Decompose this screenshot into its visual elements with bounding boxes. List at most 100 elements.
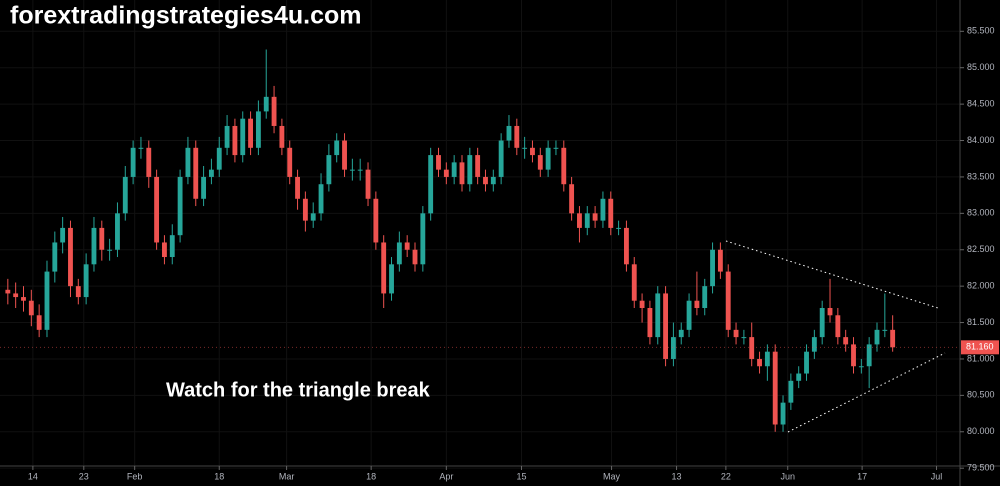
x-tick-label: 15 xyxy=(516,471,526,481)
candle-body xyxy=(381,242,387,294)
candle-body xyxy=(537,155,543,170)
x-tick-label: Feb xyxy=(127,471,143,481)
candle-body xyxy=(749,337,755,359)
candle-body xyxy=(710,249,715,287)
candle-body xyxy=(36,315,42,330)
candle-body xyxy=(302,198,308,221)
candle-body xyxy=(843,337,849,345)
candle-body xyxy=(295,176,300,199)
candle-body xyxy=(545,147,551,170)
candle-body xyxy=(835,315,841,338)
candle-body xyxy=(115,213,120,250)
candle-body xyxy=(107,249,113,251)
candle-body xyxy=(310,213,316,221)
candle-body xyxy=(467,155,473,185)
x-tick-label: Jul xyxy=(931,471,943,481)
y-tick-label: 82.000 xyxy=(967,281,995,291)
candle-body xyxy=(208,169,214,177)
candle-body xyxy=(193,147,199,199)
candle-body xyxy=(404,242,410,250)
y-tick-label: 80.500 xyxy=(967,390,995,400)
candle-body xyxy=(694,300,700,308)
last-price-box xyxy=(961,340,999,355)
candle-body xyxy=(28,300,34,316)
candle-body xyxy=(475,155,481,177)
x-tick-label: 22 xyxy=(721,471,731,481)
candle-body xyxy=(451,162,457,177)
candle-body xyxy=(201,176,207,199)
y-tick-label: 79.500 xyxy=(967,463,995,473)
candle-body xyxy=(162,242,167,258)
candle-body xyxy=(780,402,786,425)
candle-body xyxy=(757,358,762,367)
candle-body xyxy=(21,297,26,301)
candle-body xyxy=(224,125,230,148)
candle-body xyxy=(318,184,324,214)
candle-body xyxy=(428,155,434,214)
y-tick-label: 81.500 xyxy=(967,317,995,327)
x-tick-label: 18 xyxy=(214,471,224,481)
x-tick-label: 23 xyxy=(79,471,89,481)
y-tick-label: 85.500 xyxy=(967,26,995,36)
candle-body xyxy=(655,293,661,338)
candle-body xyxy=(584,213,590,228)
candle-body xyxy=(5,289,11,294)
candle-body xyxy=(647,307,653,338)
candle-body xyxy=(349,169,355,171)
candle-body xyxy=(553,147,559,149)
candle-body xyxy=(75,286,81,298)
candle-body xyxy=(514,125,520,148)
candle-body xyxy=(373,198,379,243)
candle-body xyxy=(819,307,825,338)
candle-body xyxy=(342,140,347,170)
candle-body xyxy=(608,198,614,228)
x-tick-label: 13 xyxy=(672,471,682,481)
plot xyxy=(0,0,960,469)
candle-body xyxy=(326,155,332,185)
candle-body xyxy=(216,147,222,170)
watermark: forextradingstrategies4u.com xyxy=(10,2,362,30)
candle-body xyxy=(130,147,136,177)
candle-body xyxy=(122,176,128,214)
y-tick-label: 85.000 xyxy=(967,62,995,72)
candle-body xyxy=(686,300,692,330)
candle-body xyxy=(443,169,449,177)
x-tick-label: 14 xyxy=(28,471,38,481)
candle-body xyxy=(138,147,144,149)
candle-body xyxy=(717,249,723,272)
candle-body xyxy=(169,235,175,258)
candle-body xyxy=(741,337,747,339)
x-tick-label: 18 xyxy=(366,471,376,481)
y-tick-label: 84.000 xyxy=(967,135,995,145)
candle-body xyxy=(733,329,739,338)
candle-body xyxy=(44,271,50,330)
last-price-label: 81.160 xyxy=(966,342,994,352)
candle-body xyxy=(764,351,770,367)
candle-body xyxy=(866,344,872,367)
candle-body xyxy=(357,169,363,171)
candle-body xyxy=(396,242,402,265)
candle-body xyxy=(154,176,160,243)
candle-body xyxy=(255,111,261,148)
candle-body xyxy=(631,264,637,301)
candle-body xyxy=(804,351,809,374)
candle-body xyxy=(263,96,269,112)
candle-body xyxy=(811,337,817,352)
candle-body xyxy=(874,329,880,345)
y-tick-label: 84.500 xyxy=(967,98,995,108)
x-tick-label: 17 xyxy=(857,471,867,481)
x-tick-label: Jun xyxy=(780,471,795,481)
candle-body xyxy=(772,351,778,425)
candle-body xyxy=(60,227,66,243)
candle-body xyxy=(248,118,253,148)
candle-body xyxy=(83,264,89,298)
candle-body xyxy=(616,227,622,229)
candle-body xyxy=(240,118,246,156)
candle-body xyxy=(788,380,794,403)
candle-body xyxy=(624,227,629,265)
candle-body xyxy=(146,147,152,177)
candle-body xyxy=(678,329,684,338)
annotation: Watch for the triangle break xyxy=(166,379,431,401)
